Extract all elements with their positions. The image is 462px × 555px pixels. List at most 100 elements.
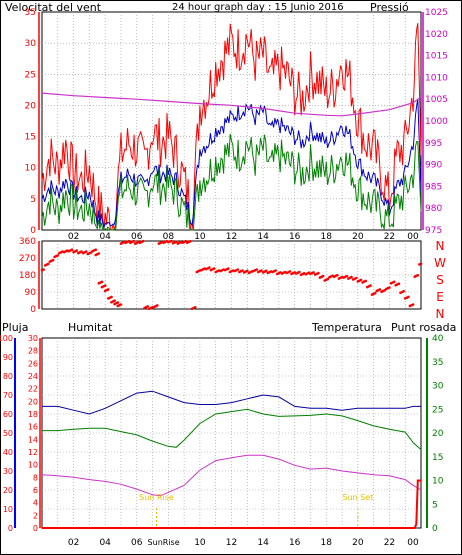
direction-point bbox=[416, 273, 420, 277]
x-tick-label: 18 bbox=[321, 232, 333, 242]
direction-point bbox=[94, 248, 97, 251]
direction-point bbox=[255, 268, 259, 271]
rain-line bbox=[42, 479, 421, 529]
y-tick-label-right: 1015 bbox=[425, 52, 448, 62]
direction-point bbox=[288, 270, 292, 273]
direction-point bbox=[174, 240, 178, 244]
direction-point bbox=[227, 267, 230, 270]
x-tick-label: 06 bbox=[131, 232, 143, 242]
y-tick-label-left: 35 bbox=[25, 8, 36, 18]
y-tick-label-humidity: 26 bbox=[28, 359, 38, 368]
direction-point bbox=[260, 269, 263, 272]
direction-point bbox=[321, 274, 325, 278]
series-temp bbox=[41, 390, 422, 529]
x-tick-label: 18 bbox=[321, 538, 333, 548]
direction-point bbox=[42, 268, 45, 271]
pressure-label: Pressió bbox=[370, 1, 409, 14]
y-tick-label-humidity: 2 bbox=[33, 511, 38, 520]
y-tick-label-humidity: 16 bbox=[28, 423, 38, 432]
y-tick-label-rain: 30 bbox=[3, 467, 13, 476]
direction-point bbox=[189, 239, 192, 243]
direction-point bbox=[141, 239, 145, 243]
direction-point bbox=[56, 254, 60, 257]
direction-point bbox=[193, 306, 197, 309]
chart-title: 24 hour graph day : 15 Junio 2016 bbox=[172, 2, 344, 13]
direction-point bbox=[212, 267, 216, 270]
y-tick-label-left: 180 bbox=[19, 271, 36, 281]
y-tick-label-left: 20 bbox=[25, 101, 37, 111]
y-tick-label-right: 1020 bbox=[425, 30, 448, 40]
direction-point bbox=[110, 295, 113, 299]
x-tick-label: 00 bbox=[407, 538, 419, 548]
axes-temp: 02 04 06 10 12 14 16 18 20 22 00SunRise10090807060… bbox=[0, 334, 444, 548]
x-tick-label: 10 bbox=[194, 538, 206, 548]
y-tick-label-rain: 70 bbox=[3, 391, 13, 400]
axes-wind: 02 04 06 08 10 12 14 16 18 20 22 00 35 30 25 20 15 10 5 0 10… bbox=[25, 8, 449, 242]
y-tick-label-right: 15 bbox=[432, 453, 443, 463]
x-tick-label: 22 bbox=[384, 232, 395, 242]
dewpoint-label: Punt rosada bbox=[391, 321, 456, 334]
direction-point bbox=[326, 277, 330, 281]
x-tick-label: 20 bbox=[352, 232, 364, 242]
compass-label: N bbox=[436, 307, 445, 321]
direction-point bbox=[397, 282, 401, 286]
pressure-line bbox=[41, 92, 422, 117]
direction-point bbox=[350, 275, 353, 279]
y-tick-label-right: 30 bbox=[432, 382, 444, 392]
y-tick-label-rain: 10 bbox=[3, 505, 13, 514]
wind-gust-line bbox=[41, 23, 422, 231]
y-tick-label-humidity: 14 bbox=[28, 435, 38, 444]
direction-point bbox=[407, 295, 410, 299]
series-direction bbox=[40, 239, 423, 311]
direction-point bbox=[355, 276, 358, 280]
x-tick-label: 10 bbox=[194, 232, 206, 242]
y-tick-label-left: 0 bbox=[30, 226, 36, 236]
y-tick-label-rain: 100 bbox=[0, 334, 13, 343]
y-tick-label-humidity: 8 bbox=[33, 473, 38, 482]
compass-label: S bbox=[436, 273, 444, 287]
y-tick-label-left: 0 bbox=[30, 305, 36, 315]
y-tick-label-right: 995 bbox=[425, 139, 442, 149]
direction-point bbox=[378, 288, 382, 291]
series-wind bbox=[41, 23, 422, 232]
y-tick-label-right: 35 bbox=[432, 358, 443, 368]
direction-point bbox=[364, 279, 368, 283]
y-tick-label-humidity: 30 bbox=[28, 334, 38, 343]
compass-label: W bbox=[434, 256, 446, 270]
y-tick-label-rain: 60 bbox=[3, 410, 13, 419]
wind-speed-label: Velocitat del vent bbox=[5, 1, 102, 14]
direction-point bbox=[47, 262, 50, 266]
y-tick-label-rain: 20 bbox=[3, 486, 13, 495]
y-tick-label-right: 1025 bbox=[425, 8, 448, 18]
x-tick-label: 06 bbox=[131, 538, 143, 548]
x-tick-label: 02 bbox=[68, 538, 79, 548]
direction-point bbox=[336, 273, 339, 277]
direction-point bbox=[236, 268, 240, 271]
direction-point bbox=[402, 289, 405, 293]
direction-point bbox=[317, 271, 320, 275]
wind-avg-line bbox=[41, 98, 422, 230]
y-tick-label-right: 985 bbox=[425, 182, 442, 192]
x-tick-label: 12 bbox=[226, 232, 237, 242]
sunset-label: Sun Set bbox=[342, 493, 373, 502]
direction-point bbox=[388, 286, 391, 289]
x-tick-label: 14 bbox=[257, 232, 269, 242]
direction-point bbox=[51, 258, 55, 262]
direction-point bbox=[113, 299, 116, 303]
x-tick-label: 14 bbox=[257, 538, 269, 548]
direction-point bbox=[146, 305, 150, 308]
y-tick-label-humidity: 20 bbox=[28, 397, 38, 406]
y-tick-label-right: 990 bbox=[425, 161, 442, 171]
y-tick-label-rain: 0 bbox=[8, 524, 13, 533]
y-tick-label-right: 40 bbox=[432, 334, 444, 344]
direction-point bbox=[103, 284, 107, 287]
y-tick-label-rain: 90 bbox=[3, 353, 13, 362]
x-tick-label: 16 bbox=[289, 538, 301, 548]
temperature-label: Temperatura bbox=[311, 321, 382, 334]
y-tick-label-humidity: 18 bbox=[28, 410, 38, 419]
direction-point bbox=[369, 284, 372, 287]
direction-point bbox=[345, 274, 349, 278]
y-tick-label-right: 10 bbox=[432, 477, 444, 487]
